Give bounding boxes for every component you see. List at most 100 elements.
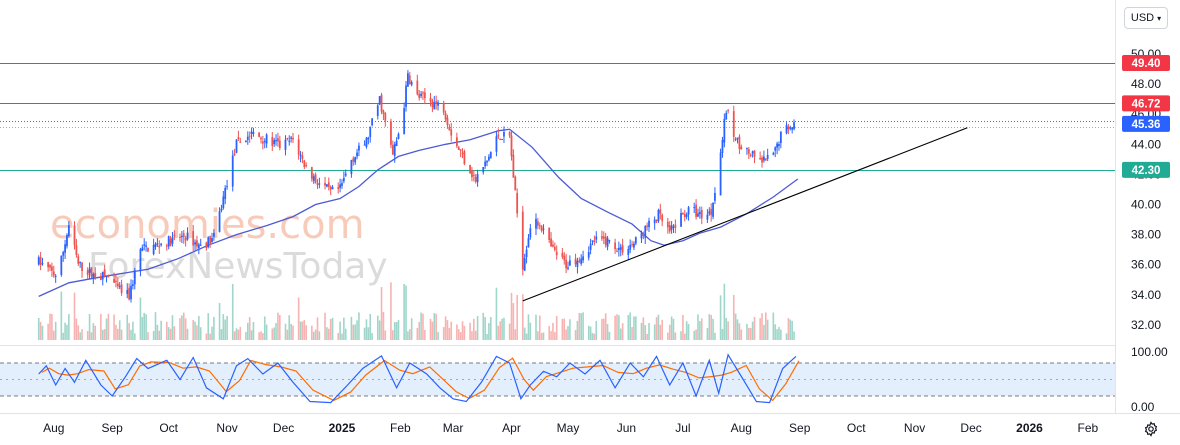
candle-body	[418, 94, 421, 98]
price-tag-label: 45.36	[1132, 119, 1161, 131]
price-tick-label: 48.00	[1131, 77, 1161, 91]
currency-selector[interactable]: USD ▾	[1124, 7, 1168, 29]
moving-average	[38, 128, 799, 297]
volume-bar	[128, 323, 130, 340]
time-axis[interactable]: Aug Sep Oct Nov Dec 2025 Feb Mar Apr May Jun Jul Aug…	[43, 421, 1098, 435]
volume-bar	[392, 330, 394, 340]
candle-body	[542, 228, 545, 230]
candle-body	[337, 187, 340, 189]
volume-bar	[774, 324, 777, 340]
volume-bar	[271, 328, 274, 340]
candle-body	[410, 81, 413, 85]
candle-body	[64, 244, 66, 253]
candle-body	[693, 207, 696, 209]
settings-button[interactable]	[1141, 419, 1161, 439]
candle-body	[629, 244, 632, 250]
candle-body	[474, 176, 477, 182]
volume-bar	[516, 294, 518, 340]
candle-body	[459, 149, 462, 151]
volume-bar	[680, 331, 682, 340]
candle-body	[301, 155, 304, 159]
volume-bar	[235, 328, 238, 340]
volume-bar	[738, 323, 741, 340]
volume-bar	[444, 316, 447, 340]
candle-body	[416, 80, 419, 95]
candle-body	[248, 135, 251, 137]
candle-body	[194, 242, 196, 245]
volume-bar	[239, 326, 242, 340]
volume-bar	[179, 318, 181, 340]
volume-bar	[537, 331, 539, 340]
candle-body	[165, 245, 168, 247]
candle-body	[209, 236, 212, 244]
horizontal-levels[interactable]	[0, 63, 1115, 171]
volume-bar	[437, 332, 439, 340]
volume-bar	[459, 332, 462, 340]
candle-body	[476, 174, 479, 183]
volume-bar	[352, 324, 355, 340]
currency-label: USD	[1130, 12, 1155, 24]
candle-body	[661, 214, 664, 222]
volume-bar	[147, 332, 149, 340]
volume-bar	[499, 321, 502, 340]
volume-bar	[301, 321, 304, 340]
watermark-logo-text: economies.com	[50, 202, 365, 248]
candle-body	[508, 131, 511, 136]
candle-body	[250, 131, 253, 134]
candle-body	[261, 141, 264, 144]
volume-bar	[488, 323, 490, 340]
candle-body	[633, 243, 635, 248]
volume-bar	[719, 295, 722, 340]
volume-bar	[418, 321, 421, 340]
volume-bar	[740, 329, 743, 340]
candle-body	[655, 220, 658, 222]
volume-bar	[220, 329, 223, 340]
candle-body	[535, 218, 537, 229]
volume-bar	[461, 321, 464, 340]
volume-bar	[780, 329, 782, 340]
candle-body	[714, 192, 716, 201]
time-tick-label: Sep	[789, 421, 811, 435]
candle-body	[499, 138, 502, 140]
volume-bar	[674, 332, 677, 340]
volume-bar	[248, 317, 251, 340]
time-tick-label: 2025	[329, 421, 356, 435]
price-tick-label: 32.00	[1131, 318, 1161, 332]
candle-body	[595, 236, 598, 240]
time-tick-label: Sep	[102, 421, 124, 435]
volume-bar	[727, 321, 729, 340]
candle-body	[793, 122, 795, 130]
candle-body	[567, 267, 569, 269]
candle-body	[154, 243, 157, 247]
candle-body	[764, 158, 767, 161]
candle-body	[305, 164, 308, 166]
volume-bar	[523, 327, 526, 340]
volume-bar	[395, 322, 398, 340]
candle-body	[271, 137, 274, 146]
price-tag-label: 49.40	[1132, 58, 1161, 70]
volume-bar	[484, 317, 486, 340]
candle-body	[329, 186, 332, 190]
volume-bar	[712, 318, 714, 340]
volume-bar	[113, 314, 115, 340]
volume-bar	[145, 314, 147, 340]
volume-bar	[169, 328, 172, 340]
candle-body	[60, 255, 63, 275]
candle-body	[75, 245, 78, 255]
candle-body	[448, 126, 451, 131]
volume-bar	[196, 325, 198, 340]
candle-body	[565, 259, 568, 269]
candle-body	[568, 260, 571, 266]
candle-body	[734, 138, 737, 140]
volume-bar	[749, 327, 752, 340]
volume-bar	[457, 329, 460, 340]
candle-body	[680, 212, 682, 227]
candle-body	[471, 170, 473, 178]
candle-body	[457, 147, 460, 151]
trendline[interactable]	[522, 127, 968, 302]
candle-body	[529, 228, 532, 238]
candle-body	[391, 145, 394, 155]
candle-body	[118, 285, 121, 287]
candle-body	[49, 264, 51, 268]
